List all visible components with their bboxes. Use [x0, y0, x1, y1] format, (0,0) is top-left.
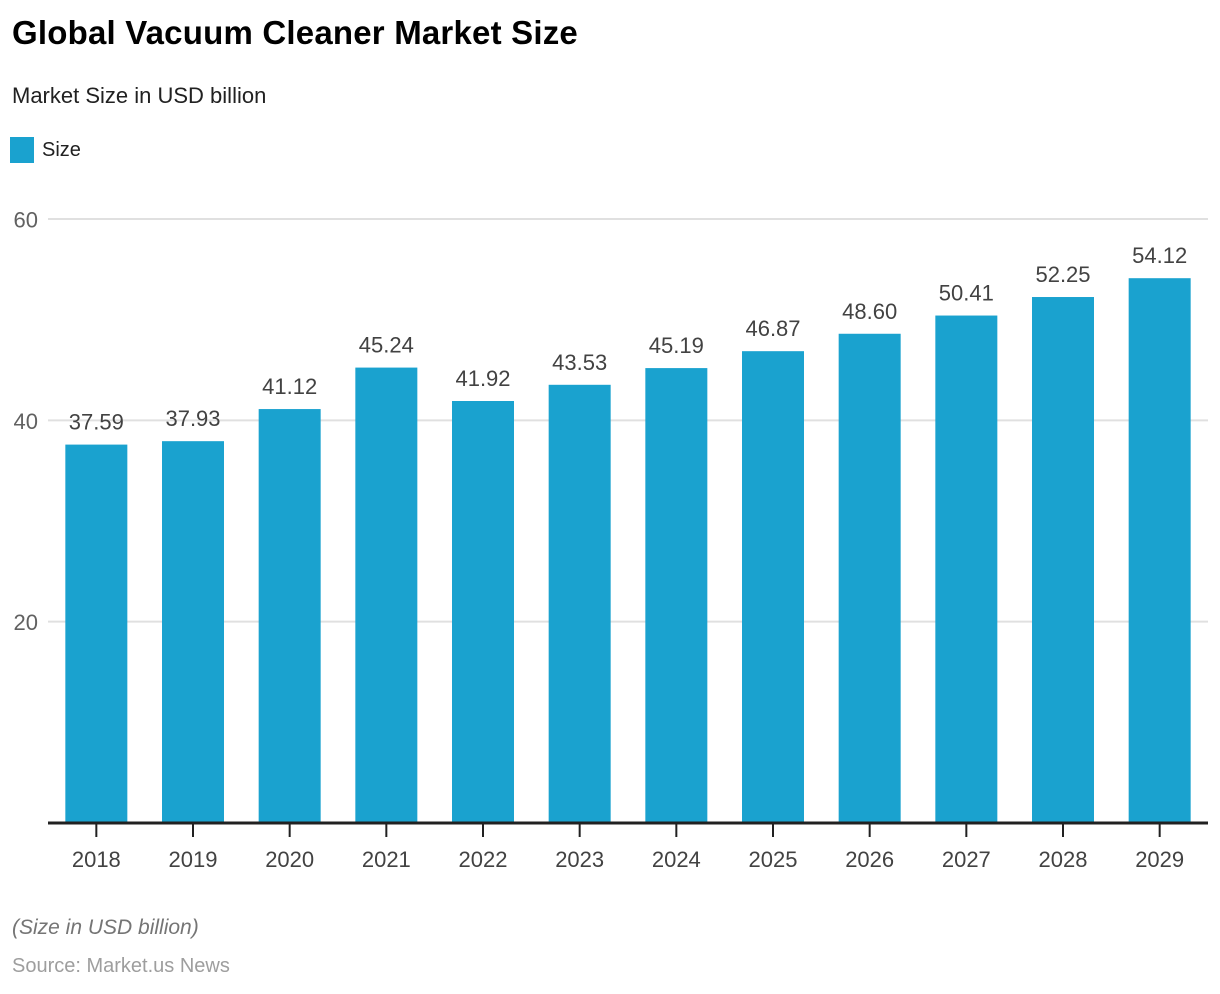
- legend-swatch-size: [10, 137, 34, 163]
- bar-value-label-2022: 41.92: [455, 366, 510, 391]
- bar-value-label-2021: 45.24: [359, 333, 414, 358]
- bar-2029: [1128, 278, 1191, 823]
- bar-value-label-2025: 46.87: [745, 316, 800, 341]
- x-axis-label-2019: 2019: [169, 847, 218, 872]
- x-axis-label-2026: 2026: [845, 847, 894, 872]
- y-axis-tick-label: 60: [14, 208, 38, 233]
- bar-value-label-2026: 48.60: [842, 299, 897, 324]
- bar-2022: [452, 401, 514, 823]
- bar-2027: [935, 315, 998, 823]
- bar-value-label-2027: 50.41: [939, 281, 994, 306]
- x-axis-label-2021: 2021: [362, 847, 411, 872]
- footer-source: Source: Market.us News: [12, 955, 230, 977]
- bar-2023: [548, 384, 611, 823]
- x-axis-label-2018: 2018: [72, 847, 121, 872]
- y-axis-tick-label: 20: [14, 610, 38, 635]
- x-axis-label-2025: 2025: [749, 847, 798, 872]
- chart-subtitle: Market Size in USD billion: [12, 83, 267, 108]
- bar-value-label-2028: 52.25: [1035, 262, 1090, 287]
- bar-2021: [355, 367, 418, 823]
- x-axis-label-2028: 2028: [1039, 847, 1088, 872]
- x-axis-label-2029: 2029: [1135, 847, 1184, 872]
- bar-value-label-2023: 43.53: [552, 350, 607, 375]
- bar-2019: [162, 441, 224, 823]
- bar-value-label-2029: 54.12: [1132, 243, 1187, 268]
- chart-title: Global Vacuum Cleaner Market Size: [12, 14, 578, 51]
- footer-note: (Size in USD billion): [12, 916, 199, 939]
- legend-label-size: Size: [42, 138, 81, 161]
- bar-value-label-2019: 37.93: [165, 406, 220, 431]
- bar-value-label-2018: 37.59: [69, 410, 124, 435]
- bar-value-label-2020: 41.12: [262, 374, 317, 399]
- x-axis-label-2023: 2023: [555, 847, 604, 872]
- legend: Size: [10, 137, 81, 163]
- y-axis-tick-label: 40: [14, 409, 38, 434]
- bar-chart: 20 40 60 37.59 37.93 41.12 45.24 41.92 43.53 45.1…: [14, 208, 1208, 872]
- bar-2020: [258, 409, 321, 823]
- bar-value-label-2024: 45.19: [649, 333, 704, 358]
- x-axis-label-2024: 2024: [652, 847, 701, 872]
- bar-2024: [645, 368, 708, 823]
- x-axis-label-2022: 2022: [459, 847, 508, 872]
- bar-2025: [742, 351, 804, 823]
- bar-2028: [1032, 297, 1094, 823]
- bar-2018: [65, 444, 128, 823]
- x-axis-label-2027: 2027: [942, 847, 991, 872]
- x-axis-label-2020: 2020: [265, 847, 314, 872]
- bar-2026: [838, 333, 901, 823]
